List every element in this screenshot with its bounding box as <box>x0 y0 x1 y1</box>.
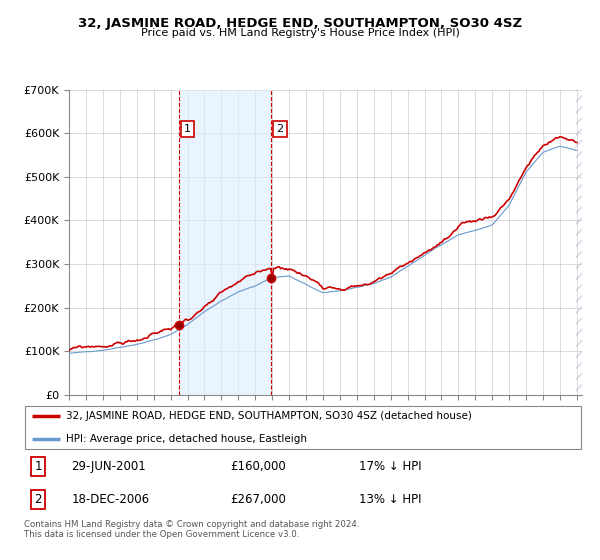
Text: 2: 2 <box>34 493 42 506</box>
Text: 2: 2 <box>277 124 284 134</box>
Text: £160,000: £160,000 <box>230 460 286 473</box>
Text: 13% ↓ HPI: 13% ↓ HPI <box>359 493 421 506</box>
Text: 1: 1 <box>184 124 191 134</box>
Text: 18-DEC-2006: 18-DEC-2006 <box>71 493 149 506</box>
Text: HPI: Average price, detached house, Eastleigh: HPI: Average price, detached house, East… <box>66 435 307 444</box>
Text: 1: 1 <box>34 460 42 473</box>
Text: 29-JUN-2001: 29-JUN-2001 <box>71 460 146 473</box>
Text: £267,000: £267,000 <box>230 493 286 506</box>
Text: Contains HM Land Registry data © Crown copyright and database right 2024.
This d: Contains HM Land Registry data © Crown c… <box>24 520 359 539</box>
Bar <box>179 90 271 395</box>
Text: Price paid vs. HM Land Registry's House Price Index (HPI): Price paid vs. HM Land Registry's House … <box>140 28 460 38</box>
Text: 32, JASMINE ROAD, HEDGE END, SOUTHAMPTON, SO30 4SZ (detached house): 32, JASMINE ROAD, HEDGE END, SOUTHAMPTON… <box>66 412 472 421</box>
Text: 32, JASMINE ROAD, HEDGE END, SOUTHAMPTON, SO30 4SZ: 32, JASMINE ROAD, HEDGE END, SOUTHAMPTON… <box>78 17 522 30</box>
FancyBboxPatch shape <box>25 406 581 449</box>
Bar <box>576 90 599 395</box>
Text: 17% ↓ HPI: 17% ↓ HPI <box>359 460 421 473</box>
